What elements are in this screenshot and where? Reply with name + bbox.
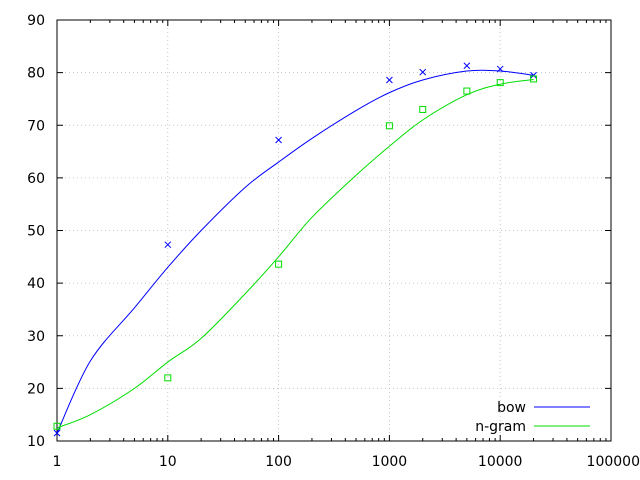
y-tick-label: 70 — [27, 118, 45, 134]
y-tick-label: 90 — [27, 13, 45, 29]
legend: bow n-gram — [475, 400, 590, 435]
axes-layer: 10 20 30 40 50 60 70 80 90 1 10 100 1000 10000 100000 — [27, 13, 640, 470]
data-point-bow — [386, 76, 393, 84]
data-point-bow — [419, 68, 427, 76]
series-layer — [53, 62, 538, 437]
grid-layer — [57, 20, 611, 441]
series-line-n-gram — [56, 78, 534, 429]
x-tick-label: 100000 — [587, 454, 640, 470]
y-tick-label: 50 — [27, 224, 45, 240]
data-point-n-gram — [53, 422, 61, 430]
data-point-bow — [275, 136, 282, 144]
data-point-bow — [463, 62, 471, 70]
data-point-n-gram — [385, 122, 393, 130]
y-tick-label: 80 — [27, 66, 45, 82]
series-line-bow — [56, 69, 534, 434]
data-point-n-gram — [275, 260, 283, 268]
data-point-n-gram — [463, 87, 471, 95]
y-tick-label: 60 — [27, 171, 45, 187]
data-point-bow — [53, 429, 61, 437]
legend-label-n-gram: n-gram — [475, 419, 526, 435]
legend-label-bow: bow — [497, 400, 526, 416]
data-point-n-gram — [164, 374, 172, 382]
x-tick-label: 10 — [159, 454, 177, 470]
x-tick-label: 1 — [53, 454, 62, 470]
x-tick-label: 10000 — [478, 454, 523, 470]
x-tick-label: 100 — [265, 454, 292, 470]
data-point-bow — [530, 71, 537, 79]
data-point-n-gram — [419, 105, 427, 113]
y-tick-label: 20 — [27, 381, 45, 397]
x-tick-label: 1000 — [372, 454, 408, 470]
y-tick-label: 40 — [27, 276, 45, 292]
data-point-bow — [496, 65, 504, 73]
data-point-bow — [164, 241, 172, 249]
y-tick-label: 30 — [27, 329, 45, 345]
data-point-n-gram — [530, 75, 538, 83]
data-point-n-gram — [496, 79, 504, 87]
y-tick-label: 10 — [27, 434, 45, 450]
